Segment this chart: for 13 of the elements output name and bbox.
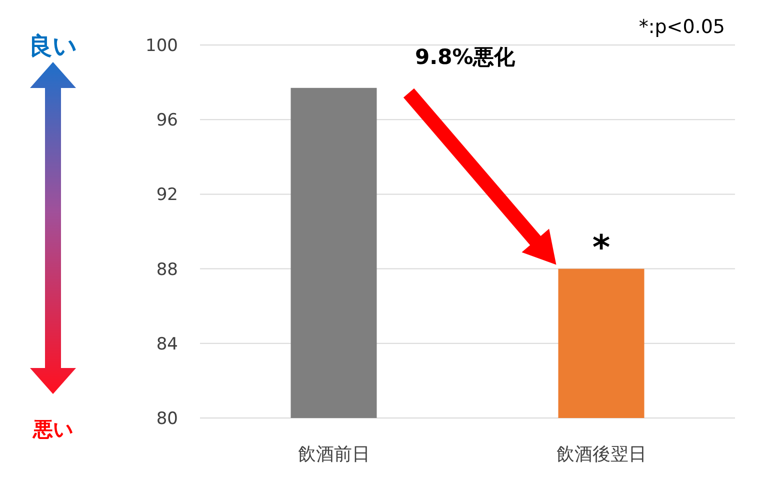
y-tick-label: 88 [156, 260, 178, 280]
x-tick-label: 飲酒後翌日 [556, 444, 646, 465]
x-tick-label: 飲酒前日 [298, 444, 370, 465]
annotation: * [592, 228, 610, 268]
text: 悪い [32, 417, 73, 441]
text: 良い [28, 32, 78, 60]
y-tick-label: 100 [146, 36, 178, 56]
y-tick-label: 84 [156, 334, 178, 354]
annotation: 9.8%悪化 [415, 45, 516, 69]
y-tick-label: 80 [156, 409, 178, 429]
y-tick-label: 96 [156, 110, 178, 131]
text: *:p<0.05 [638, 16, 725, 38]
y-tick-label: 92 [156, 185, 178, 206]
